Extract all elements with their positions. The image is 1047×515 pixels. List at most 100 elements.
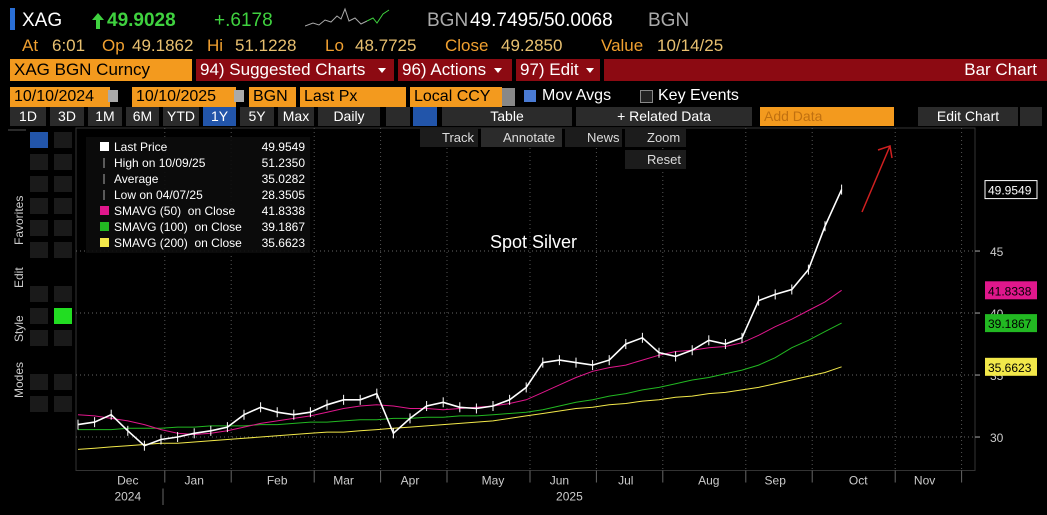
quote-label: Value (601, 36, 644, 55)
quote-value: 49.2850 (501, 36, 563, 55)
price-tag-label: 49.9549 (988, 184, 1032, 198)
quote-label: At (22, 36, 39, 55)
security[interactable]: XAG BGN Curncy (10, 59, 192, 81)
tab-modes[interactable]: Modes (12, 361, 26, 398)
legend-label: SMAVG (50) on Close (114, 204, 235, 218)
x-tick-label: Sep (765, 474, 787, 488)
source[interactable]: BGN (249, 87, 296, 107)
tab-style[interactable]: Style (12, 315, 26, 342)
tool-icon (30, 374, 48, 390)
range-button[interactable]: 1D (10, 107, 46, 126)
legend-value: 49.9549 (262, 140, 306, 154)
price-tag (985, 281, 1037, 300)
key-events[interactable]: Key Events (658, 87, 739, 104)
related-data[interactable]: + Related Data (576, 107, 752, 126)
x-tick-label: Apr (401, 474, 420, 488)
dropdown[interactable] (502, 88, 515, 106)
checkbox-off[interactable] (640, 90, 653, 103)
range-button[interactable]: 1Y (203, 107, 236, 126)
tool-icon (30, 242, 48, 258)
tool-icon (30, 220, 48, 236)
tool-icon (54, 374, 72, 390)
tool-track[interactable]: Track (420, 128, 478, 147)
tool-icon (30, 176, 48, 192)
checkbox-on[interactable] (524, 90, 536, 102)
table[interactable]: Table (442, 107, 572, 126)
legend-value: 39.1867 (262, 220, 306, 234)
tool-icon (30, 154, 48, 170)
change: +.6178 (214, 10, 273, 31)
mov-avgs[interactable]: Mov Avgs (542, 87, 612, 104)
chart-icon[interactable] (386, 107, 410, 126)
x-tick-label: Jun (550, 474, 569, 488)
end-date[interactable]: 10/10/2025 (132, 87, 236, 107)
quote-label: Close (445, 36, 489, 55)
y-tick-label: 30 (990, 431, 1004, 445)
sparkline (305, 7, 390, 27)
year-label: 2024 (114, 490, 141, 504)
price-tag (985, 314, 1037, 333)
legend-value: 28.3505 (262, 188, 306, 202)
menu-edit[interactable]: 97) Edit (516, 59, 600, 81)
quote-value: 6:01 (52, 36, 86, 55)
tool-zoom[interactable]: Zoom (625, 128, 686, 147)
up-arrow (92, 13, 104, 29)
bar-icon[interactable] (413, 107, 437, 126)
last-price: 49.9028 (107, 10, 176, 31)
ask-source: BGN (648, 10, 690, 31)
menu-suggested[interactable]: 94) Suggested Charts (196, 59, 394, 81)
range-button[interactable]: 6M (126, 107, 159, 126)
tool-icon (54, 198, 72, 214)
tab-edit[interactable]: Edit (12, 267, 26, 288)
tool-reset[interactable]: Reset (625, 150, 686, 169)
currency[interactable]: Local CCY (410, 87, 502, 107)
add-data[interactable]: Add Data (760, 107, 894, 126)
range-button[interactable]: 3D (50, 107, 84, 126)
calendar-icon[interactable] (234, 90, 244, 102)
tool-icon (54, 396, 72, 412)
moving-average (77, 366, 842, 450)
field[interactable]: Last Px (300, 87, 406, 107)
tool-icon (54, 286, 72, 302)
x-tick-label: Jul (618, 474, 633, 488)
menu-actions[interactable]: 96) Actions (398, 59, 512, 81)
legend: Last Price 49.9549 High on 10/09/25 51.2350… (86, 137, 310, 253)
legend-swatch (100, 238, 109, 247)
legend-label: Last Price (114, 140, 168, 154)
calendar-icon[interactable] (108, 90, 118, 102)
tool-news[interactable]: News (565, 128, 622, 147)
x-tick-label: Oct (849, 474, 868, 488)
y-tick-label: 45 (990, 245, 1004, 259)
tool-icon (54, 154, 72, 170)
x-tick-label: May (482, 474, 505, 488)
bid-source: BGN (427, 10, 469, 31)
settings-icon[interactable] (1020, 107, 1042, 126)
quote-value: 49.1862 (132, 36, 194, 55)
x-tick-label: Mar (333, 474, 354, 488)
x-tick-label: Jan (185, 474, 204, 488)
start-date[interactable]: 10/10/2024 (10, 87, 110, 107)
tool-icon (54, 176, 72, 192)
legend-box (86, 137, 310, 253)
quote-label: Hi (207, 36, 224, 55)
edit-chart[interactable]: Edit Chart (918, 107, 1018, 126)
tool-icon (54, 220, 72, 236)
x-tick-label: Aug (698, 474, 719, 488)
range-button[interactable]: 1M (88, 107, 122, 126)
period[interactable]: Daily (318, 107, 380, 126)
legend-value: 35.6623 (262, 236, 306, 250)
range-button[interactable]: Max (278, 107, 314, 126)
legend-label: SMAVG (200) on Close (114, 236, 242, 250)
tool-icon (54, 132, 72, 148)
legend-label: Average (114, 172, 159, 186)
price-tag (985, 357, 1037, 376)
bid-ask: 49.7495/50.0068 (470, 10, 613, 31)
quote-value: 10/14/25 (657, 36, 724, 55)
range-button[interactable]: 5Y (240, 107, 274, 126)
tab-favorites[interactable]: Favorites (12, 195, 26, 245)
range-button[interactable]: YTD (163, 107, 199, 126)
price-tag-label: 39.1867 (988, 317, 1032, 331)
tool-annotate[interactable]: Annotate (481, 128, 562, 147)
